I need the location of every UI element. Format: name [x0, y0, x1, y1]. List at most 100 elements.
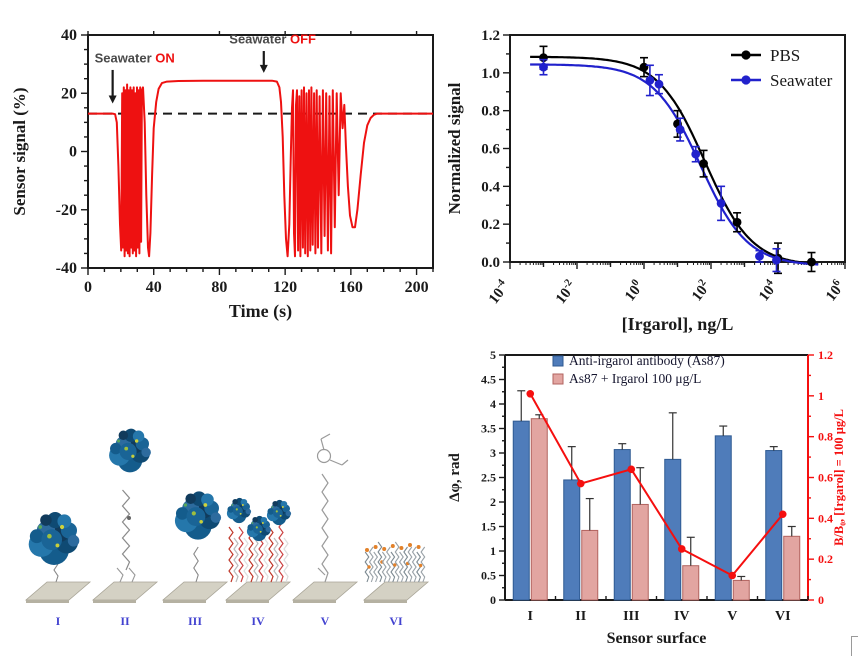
bar-antibody — [512, 420, 530, 601]
surface-label-V: V — [320, 614, 330, 628]
linker-chain — [228, 526, 234, 583]
axes-frame — [509, 34, 846, 263]
data-point-PBS — [639, 62, 649, 72]
category-label: III — [623, 609, 639, 624]
y-tick-label: 1.2 — [481, 28, 500, 44]
hapten-dot — [382, 547, 387, 551]
linker-chain — [373, 551, 379, 583]
bar-inhibited — [581, 529, 599, 601]
linker-chain — [368, 546, 374, 583]
left-tick-label: 4.5 — [481, 373, 496, 387]
ring-group — [316, 448, 332, 464]
x-tick-label: 102 — [688, 277, 715, 304]
linker-chain — [193, 546, 199, 583]
category-label: V — [727, 609, 737, 624]
x-tick-label: 10-2 — [551, 277, 580, 307]
bar-inhibited — [530, 418, 548, 601]
legend-marker — [741, 75, 751, 85]
linker-chain — [386, 546, 391, 583]
data-point-Seawater — [716, 198, 726, 208]
antibody-molecule — [246, 515, 272, 542]
panel-dose-response: 10-4 10-2 100 102 104 106 0.0 0.2 0.4 0.6 0.8 1.0 1.… — [443, 5, 858, 345]
x-tick-label: 80 — [211, 279, 227, 296]
category-label: IV — [674, 609, 690, 624]
left-tick-label: 0 — [490, 593, 496, 607]
y-axis-label: Sensor signal (%) — [10, 87, 29, 215]
bar-inhibited — [783, 535, 801, 601]
antibody-molecule — [266, 499, 292, 526]
y-tick-label: -40 — [56, 260, 77, 277]
surface-illustration-VI — [362, 541, 430, 603]
linker-chain — [377, 541, 383, 583]
hapten-dot — [418, 563, 423, 568]
legend-label: PBS — [770, 46, 800, 65]
linker-chain — [321, 473, 329, 583]
y-tick-label: 40 — [61, 27, 77, 44]
fit-curve-Seawater — [530, 63, 819, 266]
linker-chain — [390, 551, 396, 583]
x-axis-label: Time (s) — [229, 301, 292, 322]
antibody-molecule — [174, 491, 222, 540]
annotation-arrowhead — [259, 64, 268, 73]
panel-sensor-signal: 0 40 80 120 160 200 -40 -20 0 20 40 Time (s) Sensor … — [5, 5, 445, 345]
surface-schematic-5: V — [290, 368, 360, 629]
sensor-trace — [88, 79, 433, 258]
linker-chain — [273, 537, 279, 583]
bar-inhibited — [631, 503, 649, 601]
y-axis-label: Normalized signal — [445, 82, 464, 214]
linker-chain — [283, 537, 289, 583]
legend-swatch — [552, 355, 564, 367]
corner-artifact — [851, 636, 858, 656]
sensor-plate — [24, 581, 92, 601]
right-tick-label: 1.2 — [818, 348, 833, 362]
annotation-on: Seawater ON — [95, 51, 175, 66]
x-tick-label: 120 — [273, 279, 297, 296]
hapten-dot — [416, 545, 421, 549]
legend-label: Seawater — [770, 71, 833, 90]
hapten-dot — [399, 546, 404, 550]
linker-chain — [238, 526, 244, 583]
x-tick-label: 40 — [146, 279, 162, 296]
surface-illustration-II — [91, 428, 159, 603]
left-tick-label: 3 — [490, 446, 496, 460]
linker-chain — [233, 537, 239, 583]
bar-antibody — [563, 479, 581, 601]
sensor-plate — [161, 581, 229, 601]
hapten-dot — [390, 544, 395, 548]
y-tick-label: 0.2 — [481, 217, 500, 233]
x-axis-label: Sensor surface — [607, 630, 707, 647]
surface-label-IV: IV — [251, 614, 265, 628]
surface-illustration-IV — [224, 497, 292, 603]
right-axis-label: B/B₀, [Irgarol] = 100 μg/L — [832, 409, 846, 546]
x-tick-label: 104 — [755, 277, 782, 305]
left-tick-label: 4 — [490, 397, 496, 411]
surface-schematic-1: I — [23, 368, 93, 629]
surface-schematic-4: IV — [223, 368, 293, 629]
category-label: VI — [775, 609, 791, 624]
linker-chain — [398, 551, 404, 583]
linker-chain — [243, 537, 249, 583]
linker-chain — [381, 551, 387, 583]
sensor-plate — [362, 581, 430, 601]
hapten-dot — [373, 545, 378, 549]
right-tick-label: 0.6 — [818, 471, 833, 485]
bar-antibody — [613, 449, 631, 601]
surface-schematic-6: VI — [361, 368, 431, 629]
left-tick-label: 2.5 — [481, 471, 496, 485]
left-tick-label: 1 — [490, 544, 496, 558]
linker-chain — [253, 532, 259, 583]
linker-chain — [116, 567, 124, 583]
left-tick-label: 3.5 — [481, 422, 496, 436]
surface-label-III: III — [187, 614, 202, 628]
hapten-dot — [367, 565, 371, 569]
linker-chain — [278, 521, 284, 583]
linker-chain — [403, 546, 409, 583]
antibody-molecule — [226, 497, 252, 524]
data-point-PBS — [807, 257, 816, 267]
linker-chain — [263, 537, 269, 583]
x-tick-label: 0 — [84, 279, 92, 296]
bar-inhibited — [682, 565, 700, 601]
annotation-arrowhead — [108, 95, 117, 104]
